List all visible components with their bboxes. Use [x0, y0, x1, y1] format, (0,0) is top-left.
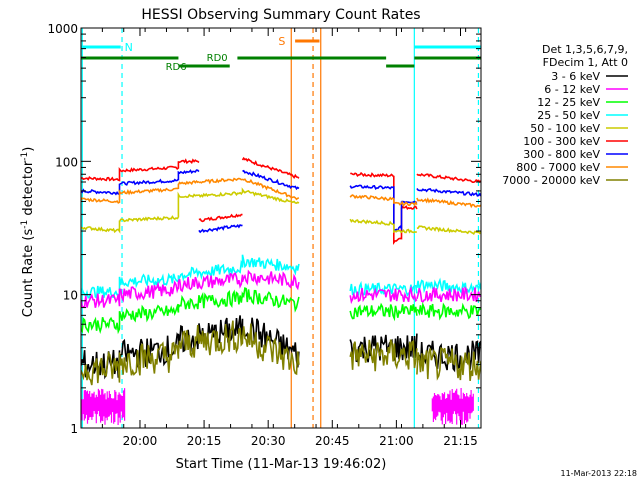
legend-header-1: Det 1,3,5,6,7,9, — [542, 43, 628, 56]
series-300_800keV — [81, 169, 481, 234]
series-12_25keV — [81, 287, 481, 335]
series-segment-1-2 — [242, 169, 300, 191]
series-segment-2-3 — [416, 197, 481, 209]
x-tick-label-5: 21:15 — [443, 434, 478, 448]
legend-label-6: 300 - 800 keV — [523, 148, 600, 161]
series-segment-3-2 — [349, 218, 417, 234]
series-segment-7-1 — [349, 333, 418, 363]
series-segment-5-2 — [416, 285, 481, 303]
axis-ticks: 20:00 20:15 20:30 20:45 21:00 21:15 1 10 100 1000 — [47, 22, 481, 448]
n-flag-label: N — [125, 41, 133, 54]
chart-title: HESSI Observing Summary Count Rates — [141, 7, 420, 23]
y-tick-label-0: 1 — [70, 422, 78, 436]
series-segment-1-4 — [416, 188, 481, 197]
series-segment-4-0 — [81, 254, 300, 300]
series-6_12keV — [81, 269, 481, 308]
series-segment-5-0 — [81, 269, 300, 308]
s-flag-label: S — [278, 35, 285, 48]
legend-label-1: 6 - 12 keV — [544, 83, 600, 96]
x-tick-label-3: 20:45 — [315, 434, 350, 448]
series-segment-6-1 — [349, 302, 418, 322]
series-50_100keV — [81, 187, 481, 235]
series-segment-0-3 — [350, 171, 418, 245]
series-segment-0-1 — [198, 213, 243, 223]
series-segment-4-1 — [349, 280, 418, 297]
legend-label-3: 25 - 50 keV — [537, 109, 600, 122]
series-segment-1-0 — [81, 169, 200, 196]
x-tick-label-4: 21:00 — [379, 434, 414, 448]
series-segment-2-2 — [349, 194, 418, 207]
series-segment-2-1 — [198, 177, 300, 201]
low-count-block-0 — [81, 388, 126, 425]
rd0-label: RD0 — [207, 53, 228, 64]
legend-header-2: FDecim 1, Att 0 — [543, 56, 628, 69]
series-segment-8-2 — [416, 346, 481, 381]
legend-label-7: 800 - 7000 keV — [516, 161, 600, 174]
legend-label-5: 100 - 300 keV — [523, 135, 600, 148]
series-segment-8-1 — [349, 339, 418, 372]
series-segment-0-2 — [241, 156, 300, 180]
series-segment-3-0 — [81, 191, 200, 234]
x-tick-label-1: 20:15 — [187, 434, 222, 448]
y-axis-label: Count Rate (s-1 detector-1) — [20, 147, 36, 318]
series-segment-1-3 — [349, 184, 418, 232]
series-segment-6-0 — [81, 287, 300, 335]
legend-label-8: 7000 - 20000 keV — [502, 174, 600, 187]
rd6-label: RD6 — [166, 62, 187, 73]
series-segment-8-0 — [81, 320, 300, 386]
y-tick-label-2: 100 — [55, 155, 78, 169]
x-axis-label: Start Time (11-Mar-13 19:46:02) — [176, 457, 387, 472]
series-100_300keV — [81, 156, 481, 245]
plot-frame — [80, 27, 482, 429]
low-count-block-1 — [431, 388, 474, 425]
legend-label-4: 50 - 100 keV — [530, 122, 600, 135]
y-tick-label-1: 10 — [63, 289, 78, 303]
timestamp: 11-Mar-2013 22:18 — [561, 469, 638, 478]
y-tick-label-3: 1000 — [47, 22, 78, 36]
plot-area: N S RD0 RD6 — [81, 28, 481, 428]
series-segment-2-0 — [81, 180, 200, 204]
legend: Det 1,3,5,6,7,9, FDecim 1, Att 0 3 - 6 k… — [502, 43, 628, 187]
series-segment-5-1 — [349, 285, 418, 305]
series-segment-3-3 — [416, 225, 481, 235]
series-segment-0-4 — [416, 173, 481, 184]
series-segment-0-0 — [81, 158, 200, 182]
series-segment-1-1 — [198, 223, 243, 234]
series-segment-6-2 — [416, 301, 481, 321]
series-800_7000keV — [81, 177, 481, 209]
series-segment-4-2 — [416, 277, 481, 295]
x-tick-label-0: 20:00 — [123, 434, 158, 448]
x-tick-label-2: 20:30 — [251, 434, 286, 448]
series-segment-3-1 — [198, 187, 300, 204]
series-7000_20000keV — [81, 320, 481, 386]
legend-label-2: 12 - 25 keV — [537, 96, 600, 109]
legend-label-0: 3 - 6 keV — [551, 70, 600, 83]
